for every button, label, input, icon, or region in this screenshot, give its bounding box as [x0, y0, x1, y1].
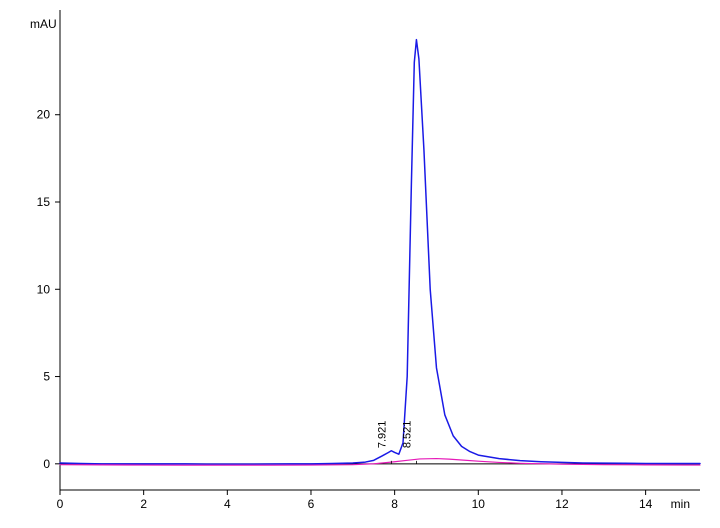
series-chromatogram: [60, 40, 700, 465]
peak-label: 8.521: [401, 421, 413, 449]
x-tick-label: 4: [224, 497, 231, 511]
y-tick-label: 0: [43, 457, 50, 471]
y-axis-label: mAU: [30, 17, 57, 31]
y-tick-label: 10: [37, 282, 51, 296]
y-tick-label: 20: [37, 108, 51, 122]
chromatogram-chart: 0 2 4 6 8 10 12 14 0 5 10 15 20 mAU min 7.921 8.521: [0, 0, 720, 528]
x-tick-label: 14: [639, 497, 653, 511]
y-tick-label: 5: [43, 370, 50, 384]
peak-label: 7.921: [376, 421, 388, 449]
chart-svg: 0 2 4 6 8 10 12 14 0 5 10 15 20 mAU min 7.921 8.521: [0, 0, 720, 528]
x-tick-label: 12: [555, 497, 569, 511]
x-tick-label: 2: [140, 497, 147, 511]
x-tick-label: 10: [472, 497, 486, 511]
x-tick-label: 0: [57, 497, 64, 511]
x-tick-label: 8: [391, 497, 398, 511]
x-axis-label: min: [671, 497, 690, 511]
y-tick-label: 15: [37, 195, 51, 209]
x-tick-label: 6: [308, 497, 315, 511]
